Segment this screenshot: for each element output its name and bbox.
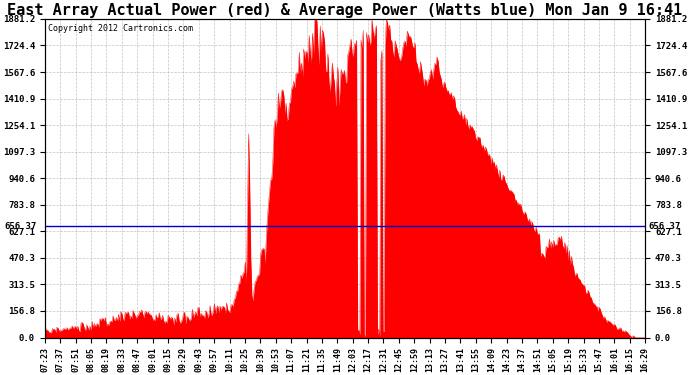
Text: 656.37: 656.37 xyxy=(5,222,37,231)
Title: East Array Actual Power (red) & Average Power (Watts blue) Mon Jan 9 16:41: East Array Actual Power (red) & Average … xyxy=(8,3,682,18)
Text: Copyright 2012 Cartronics.com: Copyright 2012 Cartronics.com xyxy=(48,24,193,33)
Text: 656.37: 656.37 xyxy=(648,222,680,231)
